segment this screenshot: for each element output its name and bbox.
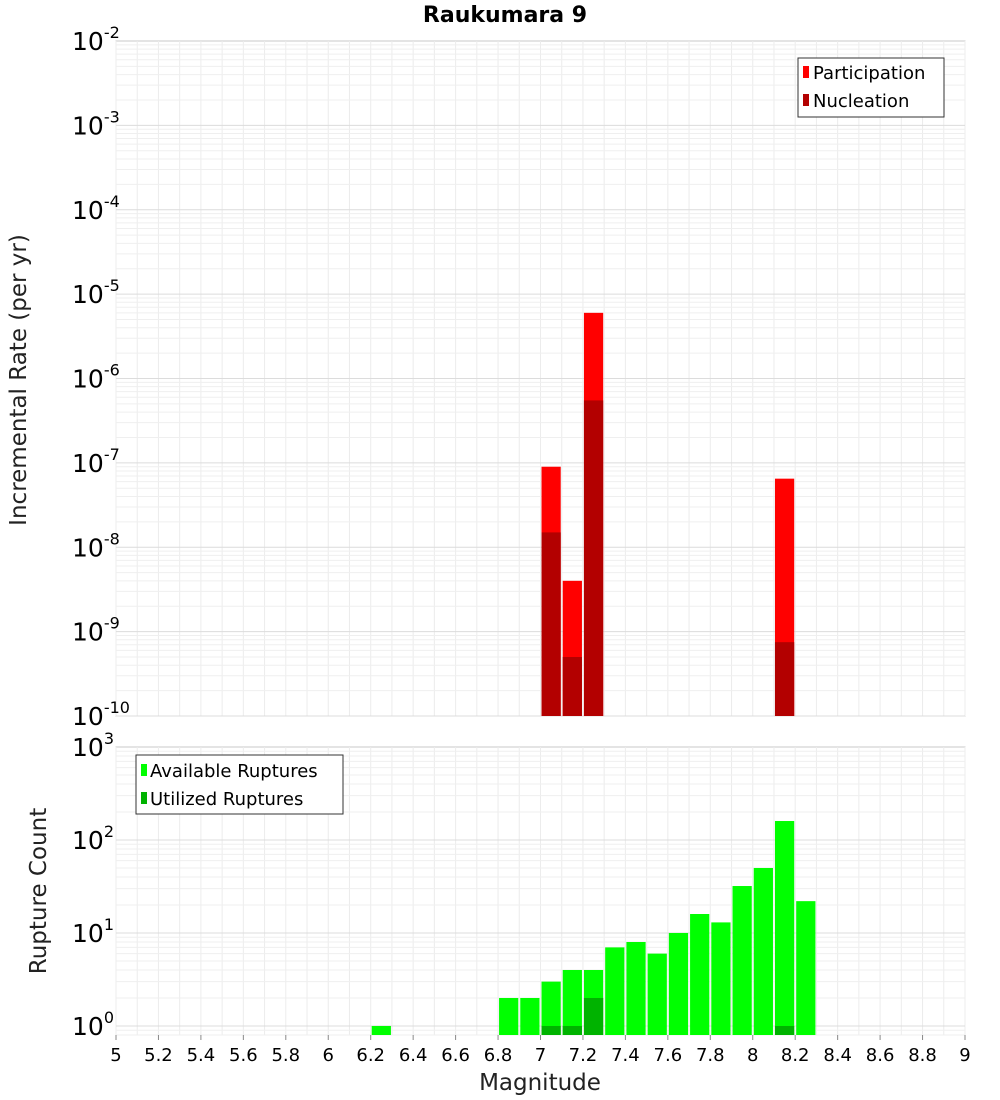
rate-bars — [541, 312, 795, 716]
legend-label-available: Available Ruptures — [150, 761, 318, 782]
x-tick-label: 5.4 — [187, 1045, 216, 1066]
x-tick-label: 8.8 — [908, 1045, 937, 1066]
legend-label-participation: Participation — [813, 63, 925, 84]
y-tick-label: 103 — [72, 729, 114, 762]
bar-available-ruptures — [774, 821, 795, 1035]
rate-legend-box — [797, 57, 945, 118]
bar-nucleation — [562, 657, 582, 716]
legend-swatch-available — [141, 764, 147, 776]
bar-available-ruptures — [753, 867, 773, 1035]
x-tick-label: 8 — [747, 1045, 758, 1066]
x-tick-label: 6.2 — [356, 1045, 385, 1066]
bar-available-ruptures — [562, 969, 582, 1035]
x-tick-label: 6.6 — [441, 1045, 470, 1066]
rate-panel: 10-10 10-9 10-8 10-7 10-6 10-5 10-4 10-3 10-2 In… — [6, 23, 966, 731]
x-tick-label: 7.6 — [654, 1045, 683, 1066]
y-tick-label: 10-3 — [72, 107, 120, 140]
x-tick-label: 7.4 — [611, 1045, 640, 1066]
y-tick-label: 10-8 — [72, 529, 120, 562]
legend-swatch-participation — [803, 66, 809, 78]
count-legend-box — [135, 754, 344, 815]
bar-utilized-ruptures — [541, 1025, 561, 1035]
bar-available-ruptures — [605, 947, 625, 1035]
rate-y-axis-label: Incremental Rate (per yr) — [6, 234, 32, 526]
bar-available-ruptures — [541, 981, 561, 1035]
rate-gridlines — [115, 41, 966, 717]
y-tick-label: 10-4 — [72, 192, 120, 225]
count-legend: Available Ruptures Utilized Ruptures — [135, 754, 344, 815]
bar-available-ruptures — [690, 914, 710, 1035]
count-bars — [371, 821, 816, 1035]
bar-available-ruptures — [668, 932, 689, 1035]
bar-utilized-ruptures — [562, 1025, 582, 1035]
bar-available-ruptures — [647, 953, 667, 1035]
bar-available-ruptures — [499, 997, 519, 1035]
x-tick-label: 7.8 — [696, 1045, 725, 1066]
x-tick-label: 8.2 — [781, 1045, 810, 1066]
rate-y-ticks: 10-10 10-9 10-8 10-7 10-6 10-5 10-4 10-3 10-2 — [72, 23, 130, 731]
legend-swatch-nucleation — [803, 94, 809, 106]
rate-legend: Participation Nucleation — [797, 57, 945, 118]
bar-available-ruptures — [371, 1025, 391, 1035]
legend-label-utilized: Utilized Ruptures — [150, 789, 303, 810]
y-tick-label: 101 — [72, 915, 114, 948]
count-x-ticks: 5 5.2 5.4 5.6 5.8 6 6.2 6.4 6.6 6.8 7 7.2 7.4 7.6 7.8 8… — [110, 1035, 971, 1066]
bar-utilized-ruptures — [583, 997, 604, 1035]
x-tick-label: 8.6 — [866, 1045, 895, 1066]
x-tick-label: 5.8 — [271, 1045, 300, 1066]
y-tick-label: 10-9 — [72, 614, 120, 647]
y-tick-label: 10-7 — [72, 445, 120, 478]
y-tick-label: 10-10 — [72, 698, 130, 731]
bar-available-ruptures — [711, 922, 731, 1035]
count-gridlines — [115, 747, 966, 1036]
bar-available-ruptures — [626, 942, 646, 1035]
x-tick-label: 7.2 — [569, 1045, 598, 1066]
x-tick-label: 7 — [535, 1045, 546, 1066]
count-y-ticks: 100 101 102 103 — [72, 729, 114, 1041]
bar-available-ruptures — [520, 997, 540, 1035]
bar-available-ruptures — [796, 901, 816, 1035]
count-panel: 100 101 102 103 5 5.2 5.4 5.6 5.8 6 6.2 6.4 6.6 6.8 7… — [26, 729, 971, 1096]
y-tick-label: 10-5 — [72, 276, 120, 309]
x-tick-label: 8.4 — [823, 1045, 852, 1066]
y-tick-label: 100 — [72, 1008, 114, 1041]
bar-nucleation — [541, 532, 561, 716]
bar-nucleation — [583, 400, 604, 716]
x-tick-label: 5 — [110, 1045, 121, 1066]
bar-available-ruptures — [732, 886, 752, 1035]
bar-utilized-ruptures — [774, 1025, 795, 1035]
y-tick-label: 10-2 — [72, 23, 120, 56]
legend-label-nucleation: Nucleation — [813, 91, 909, 112]
x-tick-label: 6 — [323, 1045, 334, 1066]
x-tick-label: 6.8 — [484, 1045, 513, 1066]
x-tick-label: 5.6 — [229, 1045, 258, 1066]
x-tick-label: 5.2 — [144, 1045, 173, 1066]
y-tick-label: 10-6 — [72, 361, 120, 394]
bar-nucleation — [774, 642, 795, 716]
x-axis-label: Magnitude — [479, 1070, 601, 1096]
legend-swatch-utilized — [141, 792, 147, 804]
y-tick-label: 102 — [72, 822, 114, 855]
chart-title: Raukumara 9 — [423, 3, 587, 28]
x-tick-label: 6.4 — [399, 1045, 428, 1066]
x-tick-label: 9 — [959, 1045, 970, 1066]
count-y-axis-label: Rupture Count — [26, 808, 52, 974]
